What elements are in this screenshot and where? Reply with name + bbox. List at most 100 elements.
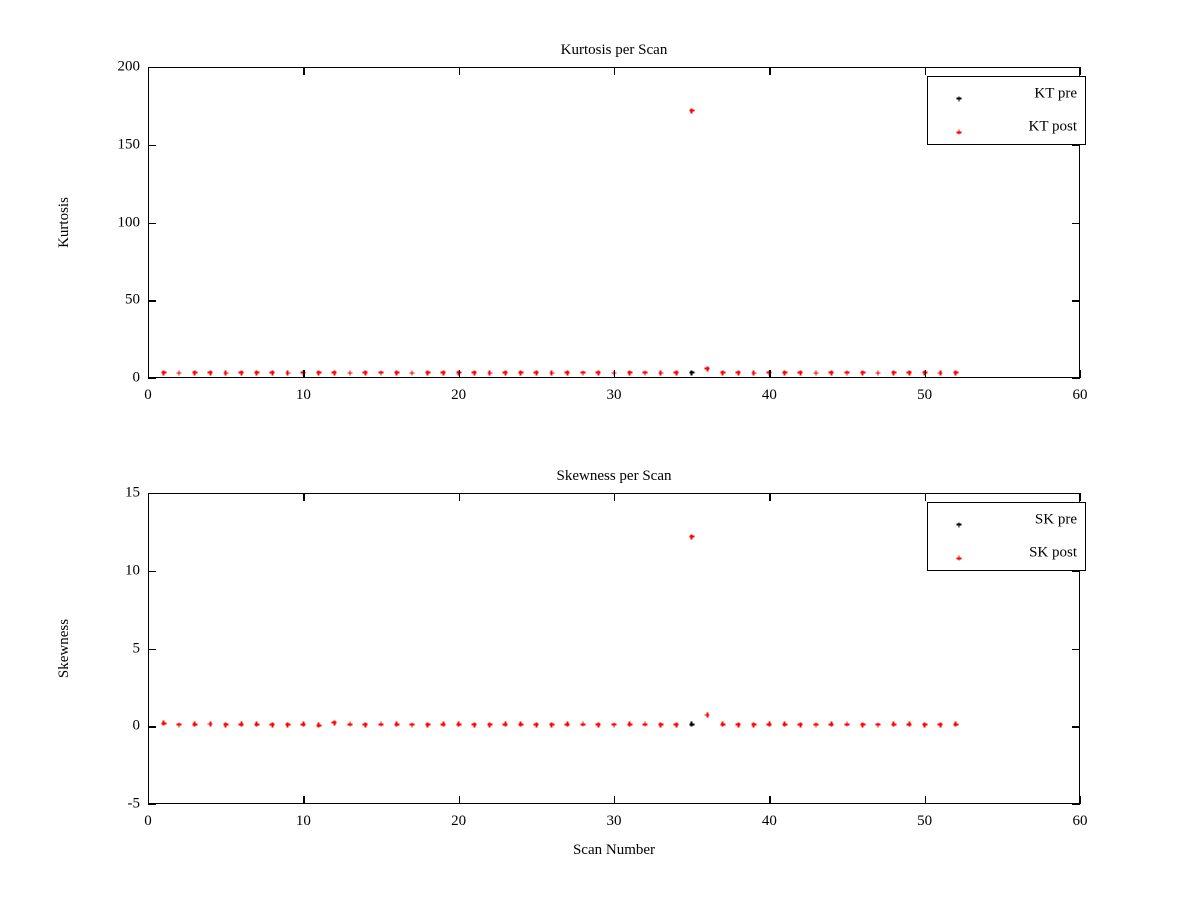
data-point-marker xyxy=(906,721,912,727)
skewness-plot-title: Skewness per Scan xyxy=(556,468,672,484)
data-point-marker xyxy=(456,721,462,727)
data-point-marker xyxy=(238,721,244,727)
data-point-marker xyxy=(720,721,726,727)
data-point-marker xyxy=(440,721,446,727)
data-point-marker xyxy=(254,721,260,727)
data-point-marker xyxy=(378,721,384,727)
data-point-marker xyxy=(409,370,415,376)
data-point-marker xyxy=(285,370,291,376)
y-tick-mark xyxy=(148,493,156,495)
y-tick-mark xyxy=(148,570,156,573)
x-tick-mark xyxy=(769,370,771,378)
data-point-marker xyxy=(347,721,353,727)
legend-marker-kt-post xyxy=(954,127,964,137)
data-point-marker xyxy=(394,370,400,376)
data-point-marker xyxy=(300,721,306,727)
x-tick-mark xyxy=(614,493,616,501)
data-point-marker xyxy=(953,370,959,376)
data-point-marker xyxy=(704,366,710,372)
legend-label-kt-post: KT post xyxy=(1028,118,1077,135)
x-tick-mark xyxy=(303,493,305,501)
x-tick-mark xyxy=(924,796,927,804)
data-point-marker xyxy=(176,370,182,376)
data-point-marker xyxy=(564,721,570,727)
data-point-marker xyxy=(331,720,337,726)
data-point-marker xyxy=(751,722,757,728)
data-point-marker xyxy=(223,370,229,376)
y-tick-mark xyxy=(148,804,156,806)
data-point-marker xyxy=(192,370,198,376)
data-point-marker xyxy=(580,370,586,376)
data-point-marker xyxy=(735,370,741,376)
data-point-marker xyxy=(813,722,819,728)
x-tick-mark xyxy=(769,67,771,75)
data-point-marker xyxy=(797,722,803,728)
x-tick-mark xyxy=(1080,67,1082,75)
data-point-marker xyxy=(595,722,601,728)
data-point-marker xyxy=(953,721,959,727)
skewness-legend[interactable]: SK pre SK post xyxy=(927,502,1086,571)
data-point-marker xyxy=(456,721,462,727)
x-tick-mark xyxy=(148,67,150,75)
data-point-marker xyxy=(860,722,866,728)
data-point-marker xyxy=(891,721,897,727)
data-point-marker xyxy=(440,370,446,376)
x-tick-label: 60 xyxy=(1072,813,1088,829)
legend-row-post: KT post xyxy=(928,111,1085,145)
data-point-marker xyxy=(238,721,244,727)
data-point-marker xyxy=(362,370,368,376)
data-point-marker xyxy=(782,721,788,727)
x-tick-mark xyxy=(148,796,150,804)
data-point-marker xyxy=(564,370,570,376)
data-point-marker xyxy=(860,370,866,376)
data-point-marker xyxy=(813,722,819,728)
legend-marker-kt-pre xyxy=(954,94,964,104)
data-point-marker xyxy=(533,370,539,376)
data-point-marker xyxy=(238,370,244,376)
data-point-marker xyxy=(595,370,601,376)
x-tick-label: 0 xyxy=(144,813,152,829)
data-point-marker xyxy=(440,370,446,376)
data-point-marker xyxy=(347,370,353,376)
data-point-marker xyxy=(425,370,431,376)
y-tick-label: 50 xyxy=(125,291,140,308)
data-point-marker xyxy=(611,722,617,728)
data-point-marker xyxy=(161,720,167,726)
data-point-marker xyxy=(223,722,229,728)
data-point-marker xyxy=(347,721,353,727)
data-point-marker xyxy=(844,721,850,727)
data-point-marker xyxy=(316,722,322,728)
data-point-marker xyxy=(751,370,757,376)
data-point-marker xyxy=(207,721,213,727)
data-point-marker xyxy=(627,370,633,376)
legend-marker-sk-pre xyxy=(954,520,964,530)
x-tick-label: 50 xyxy=(917,813,933,829)
data-point-marker xyxy=(860,370,866,376)
kurtosis-legend[interactable]: KT pre KT post xyxy=(927,76,1086,145)
legend-marker-sk-post xyxy=(954,553,964,563)
x-tick-label: 20 xyxy=(451,387,467,403)
data-point-marker xyxy=(518,370,524,376)
data-point-marker xyxy=(161,720,167,726)
data-point-marker xyxy=(362,370,368,376)
data-point-marker xyxy=(161,370,167,376)
data-point-marker xyxy=(595,370,601,376)
data-point-marker xyxy=(549,722,555,728)
y-tick-label: 15 xyxy=(125,484,140,501)
data-point-marker xyxy=(331,720,337,726)
x-tick-label: 0 xyxy=(144,387,152,403)
y-tick-label: 100 xyxy=(117,214,141,230)
data-point-marker xyxy=(860,722,866,728)
data-point-marker xyxy=(828,721,834,727)
legend-row-pre: SK pre xyxy=(928,503,1085,537)
legend-row-pre: KT pre xyxy=(928,77,1085,111)
data-point-marker xyxy=(720,370,726,376)
data-point-marker xyxy=(471,722,477,728)
data-point-marker xyxy=(223,370,229,376)
data-point-marker xyxy=(906,370,912,376)
skewness-y-axis-label: Skewness xyxy=(55,618,72,678)
data-point-marker xyxy=(627,721,633,727)
data-point-marker xyxy=(564,370,570,376)
y-tick-label: 0 xyxy=(132,717,141,734)
